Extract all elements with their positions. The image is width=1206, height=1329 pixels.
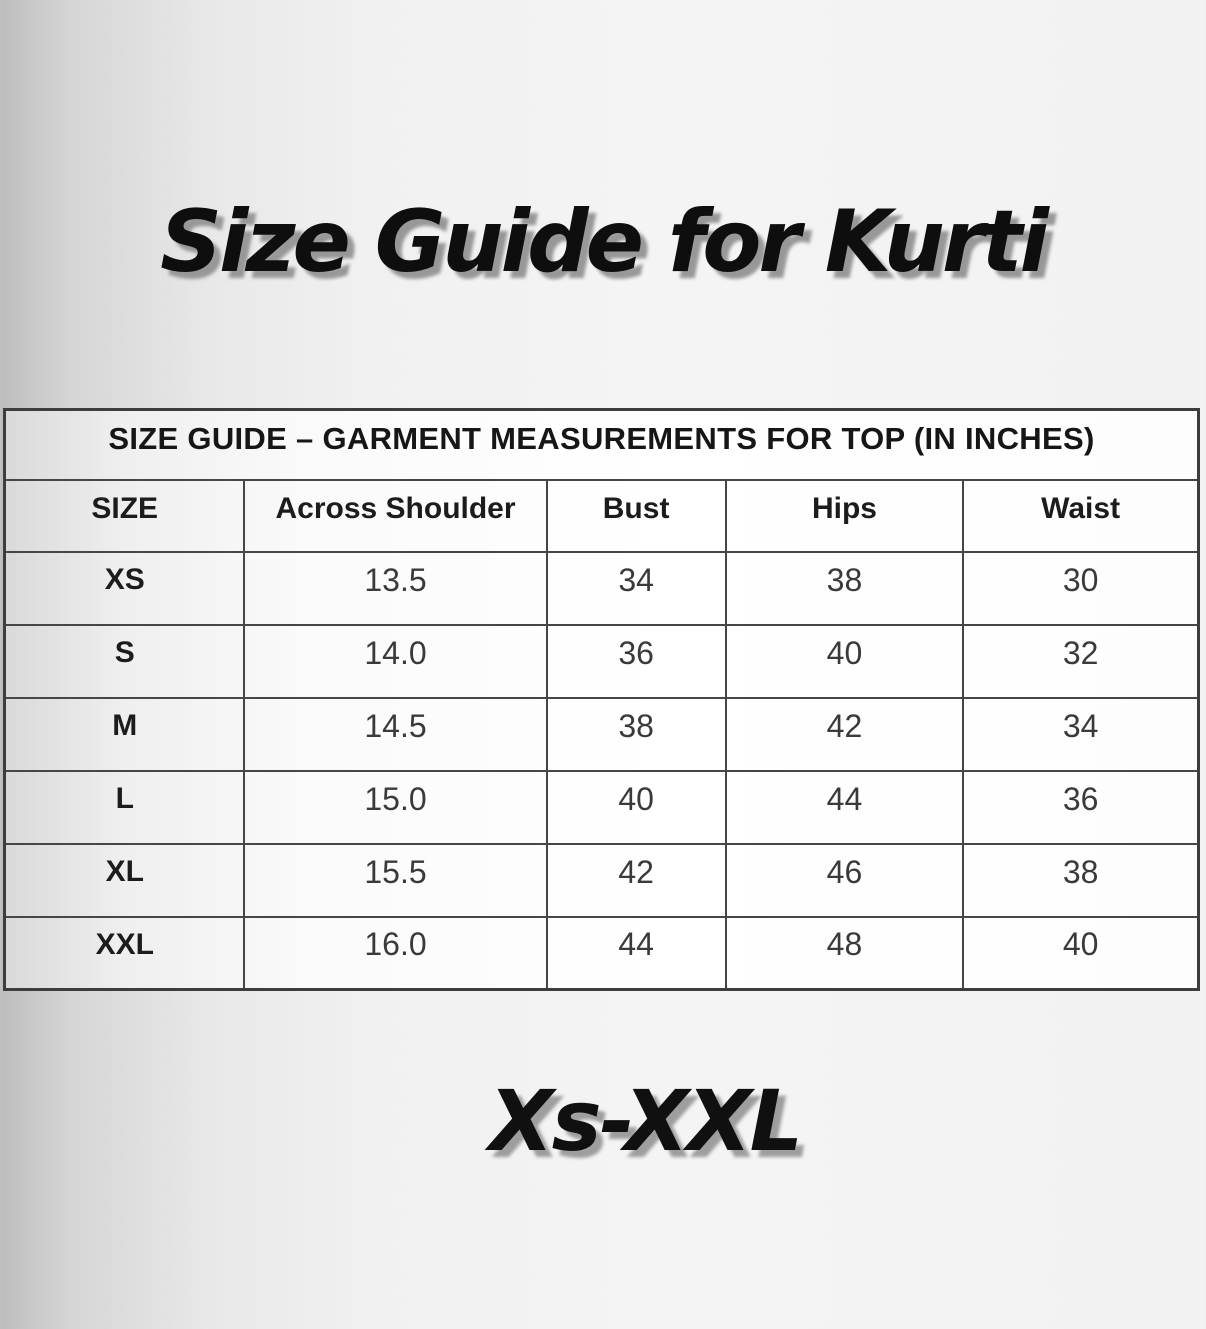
table-cell: 14.5 (243, 696, 548, 772)
column-header-waist: Waist (962, 478, 1200, 553)
table-cell: 38 (545, 696, 727, 772)
size-cell: S (3, 623, 246, 699)
table-header-row: SIZE Across Shoulder Bust Hips Waist (3, 478, 1200, 553)
table-cell: 40 (545, 769, 727, 845)
table-cell: 13.5 (243, 550, 548, 626)
table-cell: 30 (962, 550, 1200, 626)
table-row-xxl: XXL 16.0 44 48 40 (3, 915, 1200, 991)
table-cell: 34 (962, 696, 1200, 772)
table-cell: 36 (545, 623, 727, 699)
table-cell: 34 (545, 550, 727, 626)
table-cell: 14.0 (243, 623, 548, 699)
table-cell: 46 (724, 842, 965, 918)
table-cell: 42 (724, 696, 965, 772)
table-row-s: S 14.0 36 40 32 (3, 623, 1200, 699)
size-cell: XL (3, 842, 246, 918)
size-cell: XS (3, 550, 246, 626)
column-header-bust: Bust (545, 478, 727, 553)
table-row-l: L 15.0 40 44 36 (3, 769, 1200, 845)
column-header-size: SIZE (3, 478, 246, 553)
table-caption-row: SIZE GUIDE – GARMENT MEASUREMENTS FOR TO… (3, 408, 1200, 481)
table-cell: 48 (724, 915, 965, 991)
table-cell: 32 (962, 623, 1200, 699)
size-cell: M (3, 696, 246, 772)
table-cell: 38 (724, 550, 965, 626)
size-guide-table: SIZE GUIDE – GARMENT MEASUREMENTS FOR TO… (3, 408, 1200, 991)
table-row-xl: XL 15.5 42 46 38 (3, 842, 1200, 918)
table-row-m: M 14.5 38 42 34 (3, 696, 1200, 772)
table-cell: 44 (545, 915, 727, 991)
column-header-across-shoulder: Across Shoulder (243, 478, 548, 553)
size-cell: XXL (3, 915, 246, 991)
table-cell: 36 (962, 769, 1200, 845)
table-caption: SIZE GUIDE – GARMENT MEASUREMENTS FOR TO… (3, 408, 1200, 481)
table-cell: 16.0 (243, 915, 548, 991)
table-cell: 42 (545, 842, 727, 918)
table-row-xs: XS 13.5 34 38 30 (3, 550, 1200, 626)
table-cell: 44 (724, 769, 965, 845)
size-range-label: Xs-XXL (488, 1072, 803, 1170)
column-header-hips: Hips (724, 478, 965, 553)
table-cell: 40 (962, 915, 1200, 991)
table-cell: 40 (724, 623, 965, 699)
table-cell: 15.0 (243, 769, 548, 845)
table-cell: 15.5 (243, 842, 548, 918)
table-cell: 38 (962, 842, 1200, 918)
page-title: Size Guide for Kurti (160, 192, 1049, 292)
size-cell: L (3, 769, 246, 845)
